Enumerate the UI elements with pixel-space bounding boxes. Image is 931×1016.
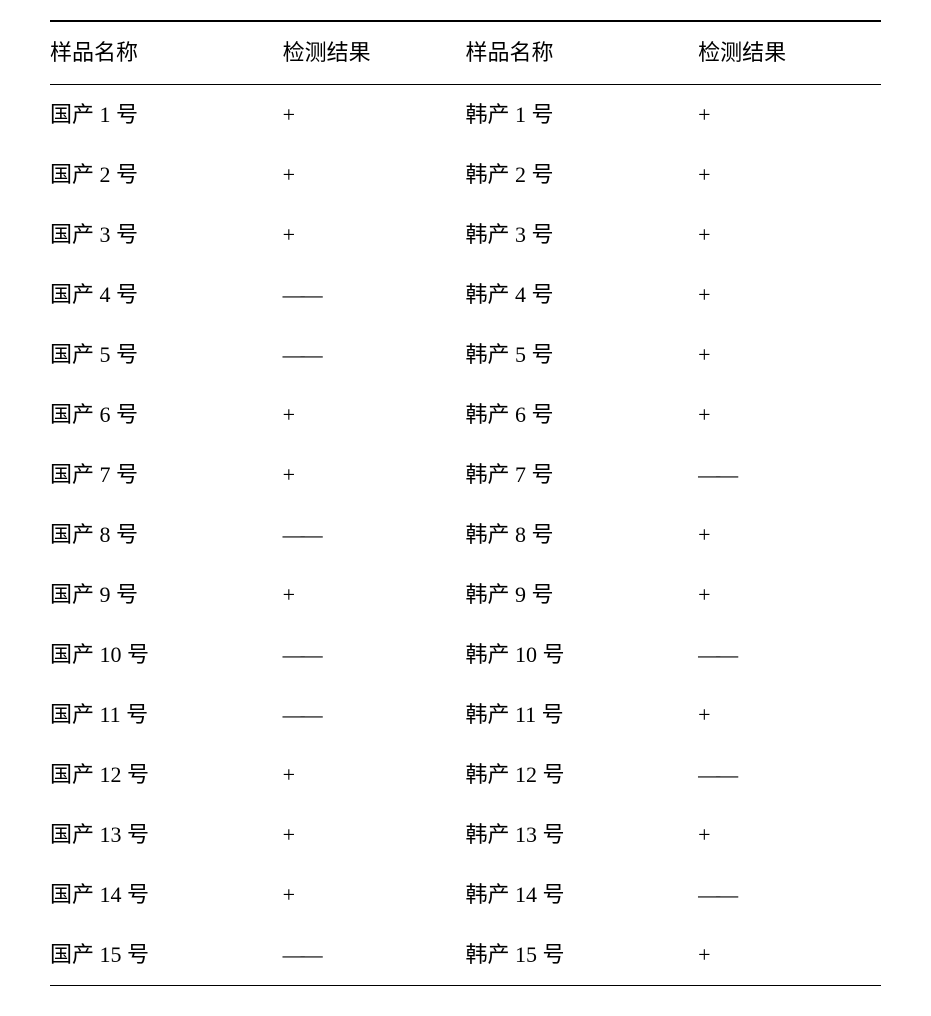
table-row: 国产 7 号+韩产 7 号—— xyxy=(50,445,881,505)
col-header-sample-name-right: 样品名称 xyxy=(465,21,698,85)
result-cell: —— xyxy=(283,325,466,385)
sample-name-cell: 国产 3 号 xyxy=(50,205,283,265)
sample-name-cell: 国产 5 号 xyxy=(50,325,283,385)
sample-name-cell: 韩产 9 号 xyxy=(465,565,698,625)
result-cell: + xyxy=(698,325,881,385)
table-row: 国产 10 号——韩产 10 号—— xyxy=(50,625,881,685)
result-cell: —— xyxy=(283,925,466,986)
result-cell: + xyxy=(283,205,466,265)
result-cell: —— xyxy=(283,505,466,565)
sample-name-cell: 国产 8 号 xyxy=(50,505,283,565)
table-row: 国产 13 号+韩产 13 号+ xyxy=(50,805,881,865)
result-cell: + xyxy=(698,265,881,325)
result-cell: + xyxy=(698,565,881,625)
table-row: 国产 4 号——韩产 4 号+ xyxy=(50,265,881,325)
result-cell: —— xyxy=(698,745,881,805)
table-row: 国产 11 号——韩产 11 号+ xyxy=(50,685,881,745)
table-row: 国产 6 号+韩产 6 号+ xyxy=(50,385,881,445)
result-cell: + xyxy=(698,385,881,445)
sample-name-cell: 国产 9 号 xyxy=(50,565,283,625)
sample-name-cell: 国产 2 号 xyxy=(50,145,283,205)
sample-name-cell: 国产 4 号 xyxy=(50,265,283,325)
result-cell: + xyxy=(283,85,466,146)
result-cell: + xyxy=(698,925,881,986)
sample-name-cell: 国产 13 号 xyxy=(50,805,283,865)
sample-name-cell: 国产 14 号 xyxy=(50,865,283,925)
result-cell: + xyxy=(698,505,881,565)
result-cell: + xyxy=(283,385,466,445)
result-cell: —— xyxy=(283,685,466,745)
sample-name-cell: 国产 1 号 xyxy=(50,85,283,146)
sample-name-cell: 国产 15 号 xyxy=(50,925,283,986)
col-header-result-left: 检测结果 xyxy=(283,21,466,85)
sample-name-cell: 韩产 1 号 xyxy=(465,85,698,146)
table-row: 国产 3 号+韩产 3 号+ xyxy=(50,205,881,265)
sample-name-cell: 韩产 2 号 xyxy=(465,145,698,205)
sample-name-cell: 韩产 11 号 xyxy=(465,685,698,745)
table-row: 国产 12 号+韩产 12 号—— xyxy=(50,745,881,805)
result-cell: + xyxy=(283,805,466,865)
result-cell: —— xyxy=(283,265,466,325)
sample-name-cell: 国产 11 号 xyxy=(50,685,283,745)
table-header-row: 样品名称 检测结果 样品名称 检测结果 xyxy=(50,21,881,85)
sample-name-cell: 韩产 4 号 xyxy=(465,265,698,325)
result-cell: + xyxy=(283,865,466,925)
result-cell: + xyxy=(698,805,881,865)
sample-name-cell: 韩产 7 号 xyxy=(465,445,698,505)
sample-name-cell: 韩产 10 号 xyxy=(465,625,698,685)
results-table: 样品名称 检测结果 样品名称 检测结果 国产 1 号+韩产 1 号+国产 2 号… xyxy=(50,20,881,986)
col-header-sample-name-left: 样品名称 xyxy=(50,21,283,85)
sample-name-cell: 国产 6 号 xyxy=(50,385,283,445)
table-row: 国产 8 号——韩产 8 号+ xyxy=(50,505,881,565)
table-row: 国产 9 号+韩产 9 号+ xyxy=(50,565,881,625)
result-cell: —— xyxy=(283,625,466,685)
result-cell: —— xyxy=(698,445,881,505)
sample-name-cell: 韩产 5 号 xyxy=(465,325,698,385)
table-row: 国产 2 号+韩产 2 号+ xyxy=(50,145,881,205)
sample-name-cell: 国产 10 号 xyxy=(50,625,283,685)
sample-name-cell: 韩产 13 号 xyxy=(465,805,698,865)
sample-name-cell: 韩产 6 号 xyxy=(465,385,698,445)
result-cell: + xyxy=(283,145,466,205)
result-cell: + xyxy=(283,565,466,625)
result-cell: + xyxy=(698,145,881,205)
result-cell: + xyxy=(283,445,466,505)
table-body: 国产 1 号+韩产 1 号+国产 2 号+韩产 2 号+国产 3 号+韩产 3 … xyxy=(50,85,881,986)
result-cell: + xyxy=(283,745,466,805)
result-cell: + xyxy=(698,205,881,265)
table-row: 国产 15 号——韩产 15 号+ xyxy=(50,925,881,986)
result-cell: + xyxy=(698,685,881,745)
sample-name-cell: 韩产 3 号 xyxy=(465,205,698,265)
result-cell: —— xyxy=(698,625,881,685)
col-header-result-right: 检测结果 xyxy=(698,21,881,85)
sample-name-cell: 韩产 14 号 xyxy=(465,865,698,925)
sample-name-cell: 韩产 15 号 xyxy=(465,925,698,986)
table-row: 国产 5 号——韩产 5 号+ xyxy=(50,325,881,385)
sample-name-cell: 国产 12 号 xyxy=(50,745,283,805)
result-cell: + xyxy=(698,85,881,146)
sample-name-cell: 韩产 12 号 xyxy=(465,745,698,805)
sample-name-cell: 韩产 8 号 xyxy=(465,505,698,565)
table-row: 国产 14 号+韩产 14 号—— xyxy=(50,865,881,925)
result-cell: —— xyxy=(698,865,881,925)
sample-name-cell: 国产 7 号 xyxy=(50,445,283,505)
table-row: 国产 1 号+韩产 1 号+ xyxy=(50,85,881,146)
